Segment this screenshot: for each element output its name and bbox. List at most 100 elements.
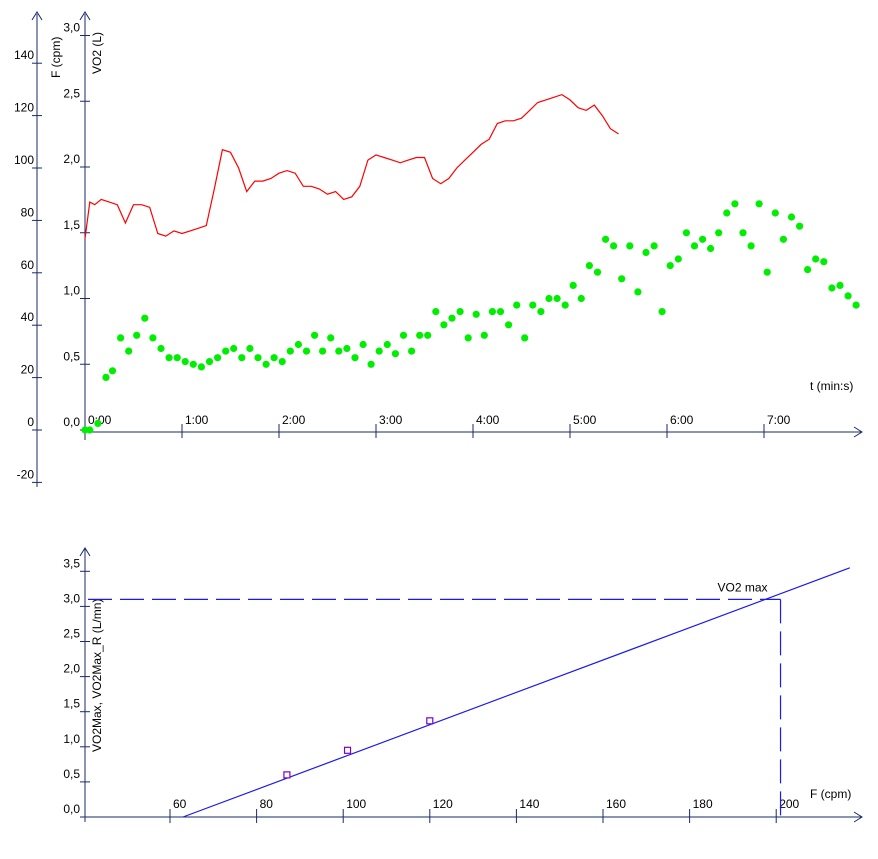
vo2-point xyxy=(642,248,650,257)
vo2-point xyxy=(343,344,351,353)
vo2max-tick-label: 2,5 xyxy=(63,627,80,641)
vo2-point xyxy=(626,242,634,250)
vo2-point xyxy=(383,340,391,349)
vo2-point xyxy=(618,275,626,283)
f-tick-label: 180 xyxy=(693,797,713,811)
vo2-point xyxy=(197,363,205,371)
vo2-axis-arrow xyxy=(79,11,91,21)
vo2-point xyxy=(496,308,505,316)
vo2-point xyxy=(771,209,779,217)
time-tick-label: 3:00 xyxy=(379,413,403,427)
vo2-point xyxy=(86,426,94,434)
vo2-point xyxy=(456,308,464,316)
vo2-point xyxy=(302,347,311,355)
f-tick-label: 140 xyxy=(14,48,34,62)
vo2-point xyxy=(682,229,691,237)
vo2-point xyxy=(650,242,658,250)
f-tick-label: 120 xyxy=(433,797,453,811)
f-tick-label: 60 xyxy=(173,797,187,811)
vo2-point xyxy=(699,235,707,243)
vo2-point xyxy=(610,242,618,250)
time-tick-label: 2:00 xyxy=(282,413,306,427)
vo2-point xyxy=(416,331,424,339)
vo2-point xyxy=(796,222,804,230)
vo2-point xyxy=(367,360,375,368)
f-tick-label: 120 xyxy=(14,101,34,115)
vo2-point xyxy=(804,266,812,274)
vo2-point xyxy=(141,314,149,322)
vo2max-tick-label: 1,5 xyxy=(63,697,80,711)
bottom-chart: 0,0 0,5 1,0 1,5 2,0 2,5 3,0 3,5 60 80 100 120 140 160… xyxy=(63,547,863,823)
vo2max-tick-label: 1,0 xyxy=(63,732,80,746)
vo2-point xyxy=(553,294,561,303)
vo2-point xyxy=(108,367,117,375)
f-tick-label: 80 xyxy=(260,797,274,811)
vo2-tick-label: 0,0 xyxy=(63,415,80,429)
f-tick-label: 80 xyxy=(21,205,35,219)
vo2-point xyxy=(391,350,399,358)
vo2-point xyxy=(205,358,214,366)
vo2-point xyxy=(408,347,416,355)
vo2-point xyxy=(723,209,731,217)
vo2-point xyxy=(359,340,367,349)
vo2-tick-label: 3,0 xyxy=(63,21,80,35)
f-axis-arrow xyxy=(853,811,863,823)
vo2-point xyxy=(569,281,577,289)
f-tick-label: 20 xyxy=(21,363,35,377)
vo2-point xyxy=(715,229,723,237)
vo2-point xyxy=(238,354,246,362)
vo2-point xyxy=(634,288,642,296)
vo2-point xyxy=(448,314,456,322)
vo2-point xyxy=(133,331,141,339)
time-tick-label: 1:00 xyxy=(185,413,209,427)
data-point xyxy=(283,771,291,779)
vo2-point xyxy=(262,360,270,368)
vo2-point xyxy=(319,347,327,355)
vo2-point xyxy=(222,347,230,355)
vo2-point xyxy=(739,229,747,237)
f-tick-label: 140 xyxy=(519,797,539,811)
time-tick-label: 6:00 xyxy=(670,413,694,427)
vo2-point xyxy=(593,268,602,276)
vo2-point xyxy=(94,419,102,427)
time-tick-label: 4:00 xyxy=(476,413,500,427)
f-tick-label: -20 xyxy=(17,467,35,481)
vo2-point xyxy=(666,262,674,270)
vo2-point xyxy=(480,331,488,339)
vo2-point xyxy=(189,360,197,368)
vo2-point xyxy=(102,373,110,381)
vo2-point xyxy=(270,354,278,362)
vo2-point xyxy=(149,334,157,342)
time-tick-label: 5:00 xyxy=(573,413,597,427)
vo2-point xyxy=(117,334,125,342)
vo2-point xyxy=(214,354,222,362)
vo2-point xyxy=(561,301,569,309)
vo2-point xyxy=(787,213,796,221)
time-axis-title: t (min:s) xyxy=(810,379,853,393)
vo2max-tick-label: 0,5 xyxy=(63,767,80,781)
time-tick-label: 7:00 xyxy=(767,413,791,427)
vo2-point xyxy=(278,358,286,366)
vo2-point xyxy=(820,258,828,266)
vo2max-tick-label: 0,0 xyxy=(63,802,80,816)
vo2-point xyxy=(464,334,472,342)
vo2-point xyxy=(690,242,699,250)
f-series-line xyxy=(84,93,619,239)
vo2-tick-label: 1,5 xyxy=(63,218,80,232)
top-chart: -20 0 20 40 60 80 100 120 140 0,0 0,5 1,0 1,5 2,0 2,5 3… xyxy=(14,11,863,487)
f-tick-label: 0 xyxy=(27,415,34,429)
vo2-point xyxy=(254,354,262,362)
fit-line xyxy=(182,567,851,818)
vo2-point xyxy=(311,331,319,339)
vo2-point xyxy=(844,292,852,300)
vo2-point xyxy=(763,268,771,276)
vo2-point xyxy=(327,334,335,342)
vo2max-tick-label: 3,0 xyxy=(63,591,80,605)
f-tick-label: 60 xyxy=(21,258,35,272)
vo2-point xyxy=(529,301,537,309)
vo2-point xyxy=(658,308,666,316)
f-axis-title: F (cpm) xyxy=(49,37,63,78)
vo2max-axis-title: VO2Max, VO2Max_R (L/mn) xyxy=(90,599,104,752)
vo2-point xyxy=(165,354,173,362)
f-tick-label: 100 xyxy=(346,797,366,811)
